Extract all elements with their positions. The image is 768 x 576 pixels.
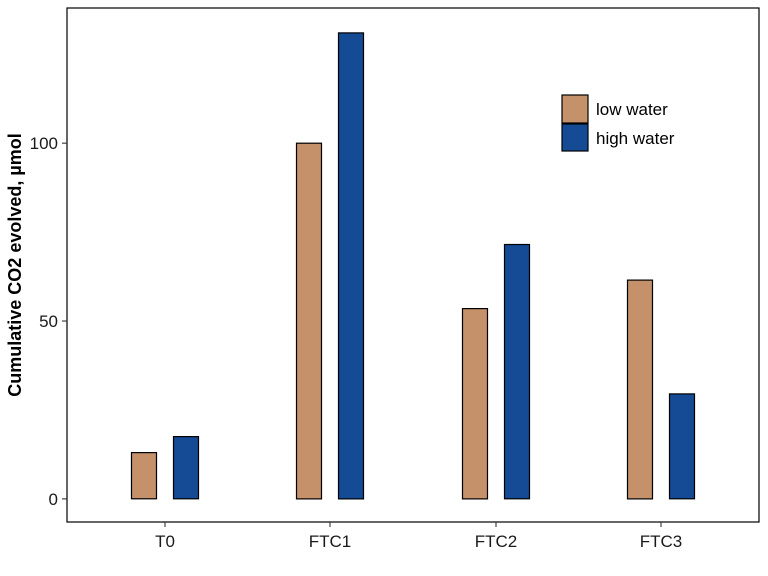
y-axis-title: Cumulative CO2 evolved, µmol xyxy=(5,133,25,396)
x-tick-label-ftc1: FTC1 xyxy=(309,532,352,551)
x-tick-label-ftc3: FTC3 xyxy=(640,532,683,551)
y-tick-label: 0 xyxy=(49,490,58,509)
y-tick-label: 50 xyxy=(39,312,58,331)
y-tick-label: 100 xyxy=(30,134,58,153)
bar-ftc1-low-water xyxy=(295,142,323,500)
plot-panel-border xyxy=(66,7,760,523)
bar-ftc3-high-water xyxy=(668,393,696,500)
x-tick-label-t0: T0 xyxy=(155,532,175,551)
x-tick-label-ftc2: FTC2 xyxy=(475,532,518,551)
legend-swatch-high-water xyxy=(561,123,589,152)
bar-t0-low-water xyxy=(130,452,158,500)
legend-label-low-water: low water xyxy=(596,100,668,119)
legend-label-high-water: high water xyxy=(596,129,675,148)
bar-ftc1-high-water xyxy=(337,32,365,500)
bar-ftc3-low-water xyxy=(626,279,654,500)
bar-t0-high-water xyxy=(172,436,200,500)
legend-swatch-low-water xyxy=(561,94,589,124)
y-axis: 0 50 100 xyxy=(30,134,67,509)
bar-ftc2-high-water xyxy=(503,243,531,500)
legend: low water high water xyxy=(561,94,675,152)
x-axis: T0 FTC1 FTC2 FTC3 xyxy=(155,522,682,551)
bar-ftc2-low-water xyxy=(461,308,489,500)
bars-group xyxy=(130,32,696,500)
